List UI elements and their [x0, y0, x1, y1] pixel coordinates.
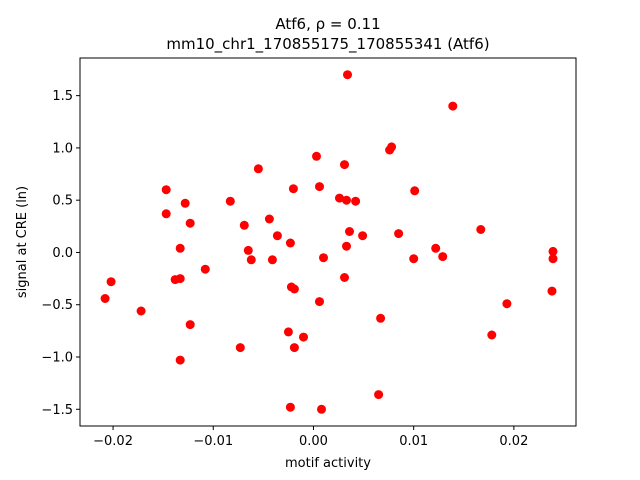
- data-point: [476, 225, 486, 234]
- data-point: [299, 332, 308, 342]
- data-point: [394, 229, 404, 239]
- data-point: [136, 306, 146, 316]
- x-tick-label: 0.02: [499, 434, 528, 449]
- data-point: [246, 255, 256, 265]
- data-point: [285, 238, 295, 248]
- y-tick-label: −1.5: [41, 403, 73, 418]
- data-point: [548, 246, 558, 256]
- data-point: [340, 160, 349, 170]
- data-point: [502, 299, 512, 309]
- data-point: [548, 254, 558, 264]
- chart-title-line2: mm10_chr1_170855175_170855341 (Atf6): [166, 35, 489, 54]
- data-point: [374, 390, 384, 400]
- data-point: [351, 196, 361, 206]
- data-point: [185, 218, 195, 228]
- data-point: [431, 243, 441, 253]
- data-point: [487, 330, 497, 340]
- data-point: [243, 245, 253, 255]
- data-point: [409, 254, 419, 264]
- y-axis-ticks: −1.5 −1.0 −0.5 0.0 0.5 1.0 1.5: [41, 89, 80, 418]
- data-point: [547, 286, 557, 296]
- data-point: [267, 255, 277, 265]
- y-tick-label: −1.0: [41, 351, 73, 366]
- data-point: [315, 182, 324, 192]
- data-points: [100, 70, 558, 414]
- data-point: [285, 402, 295, 412]
- data-point: [410, 186, 420, 196]
- chart-title-line1: Atf6, ρ = 0.11: [275, 15, 380, 33]
- data-point: [185, 320, 195, 330]
- data-point: [315, 297, 324, 307]
- data-point: [106, 277, 116, 287]
- data-point: [342, 195, 351, 205]
- y-tick-label: 0.0: [52, 246, 73, 261]
- y-tick-label: 1.0: [52, 141, 73, 156]
- data-point: [340, 273, 349, 282]
- data-point: [312, 151, 321, 161]
- data-point: [200, 264, 210, 274]
- data-point: [283, 327, 293, 337]
- data-point: [239, 220, 249, 230]
- data-point: [175, 355, 185, 365]
- data-point: [319, 253, 328, 263]
- data-point: [343, 70, 352, 80]
- data-point: [264, 214, 274, 224]
- x-tick-label: −0.01: [193, 434, 233, 449]
- y-tick-label: 1.5: [52, 89, 73, 104]
- x-tick-label: 0.00: [299, 434, 328, 449]
- x-tick-label: −0.02: [93, 434, 133, 449]
- data-point: [175, 274, 185, 284]
- data-point: [345, 227, 354, 236]
- y-axis-label: signal at CRE (ln): [15, 186, 30, 298]
- y-tick-label: 0.5: [52, 194, 73, 209]
- data-point: [317, 404, 326, 414]
- data-point: [288, 184, 298, 194]
- x-axis-label: motif activity: [285, 456, 371, 471]
- data-point: [180, 198, 190, 208]
- x-tick-label: 0.01: [399, 434, 428, 449]
- data-point: [289, 284, 299, 294]
- data-point: [161, 185, 171, 195]
- x-axis-ticks: −0.02 −0.01 0.00 0.01 0.02: [93, 426, 528, 449]
- data-point: [448, 101, 458, 111]
- data-point: [100, 294, 110, 303]
- data-point: [289, 343, 299, 353]
- data-point: [387, 142, 397, 152]
- data-point: [335, 193, 344, 203]
- y-tick-label: −0.5: [41, 298, 73, 313]
- data-point: [253, 164, 263, 174]
- data-point: [225, 196, 235, 206]
- data-point: [175, 243, 185, 253]
- data-point: [235, 343, 245, 353]
- plot-frame: [79, 57, 577, 427]
- data-point: [438, 252, 448, 262]
- data-point: [358, 231, 368, 241]
- data-point: [376, 313, 386, 323]
- data-point: [272, 231, 282, 241]
- data-point: [161, 209, 171, 219]
- data-point: [342, 241, 351, 251]
